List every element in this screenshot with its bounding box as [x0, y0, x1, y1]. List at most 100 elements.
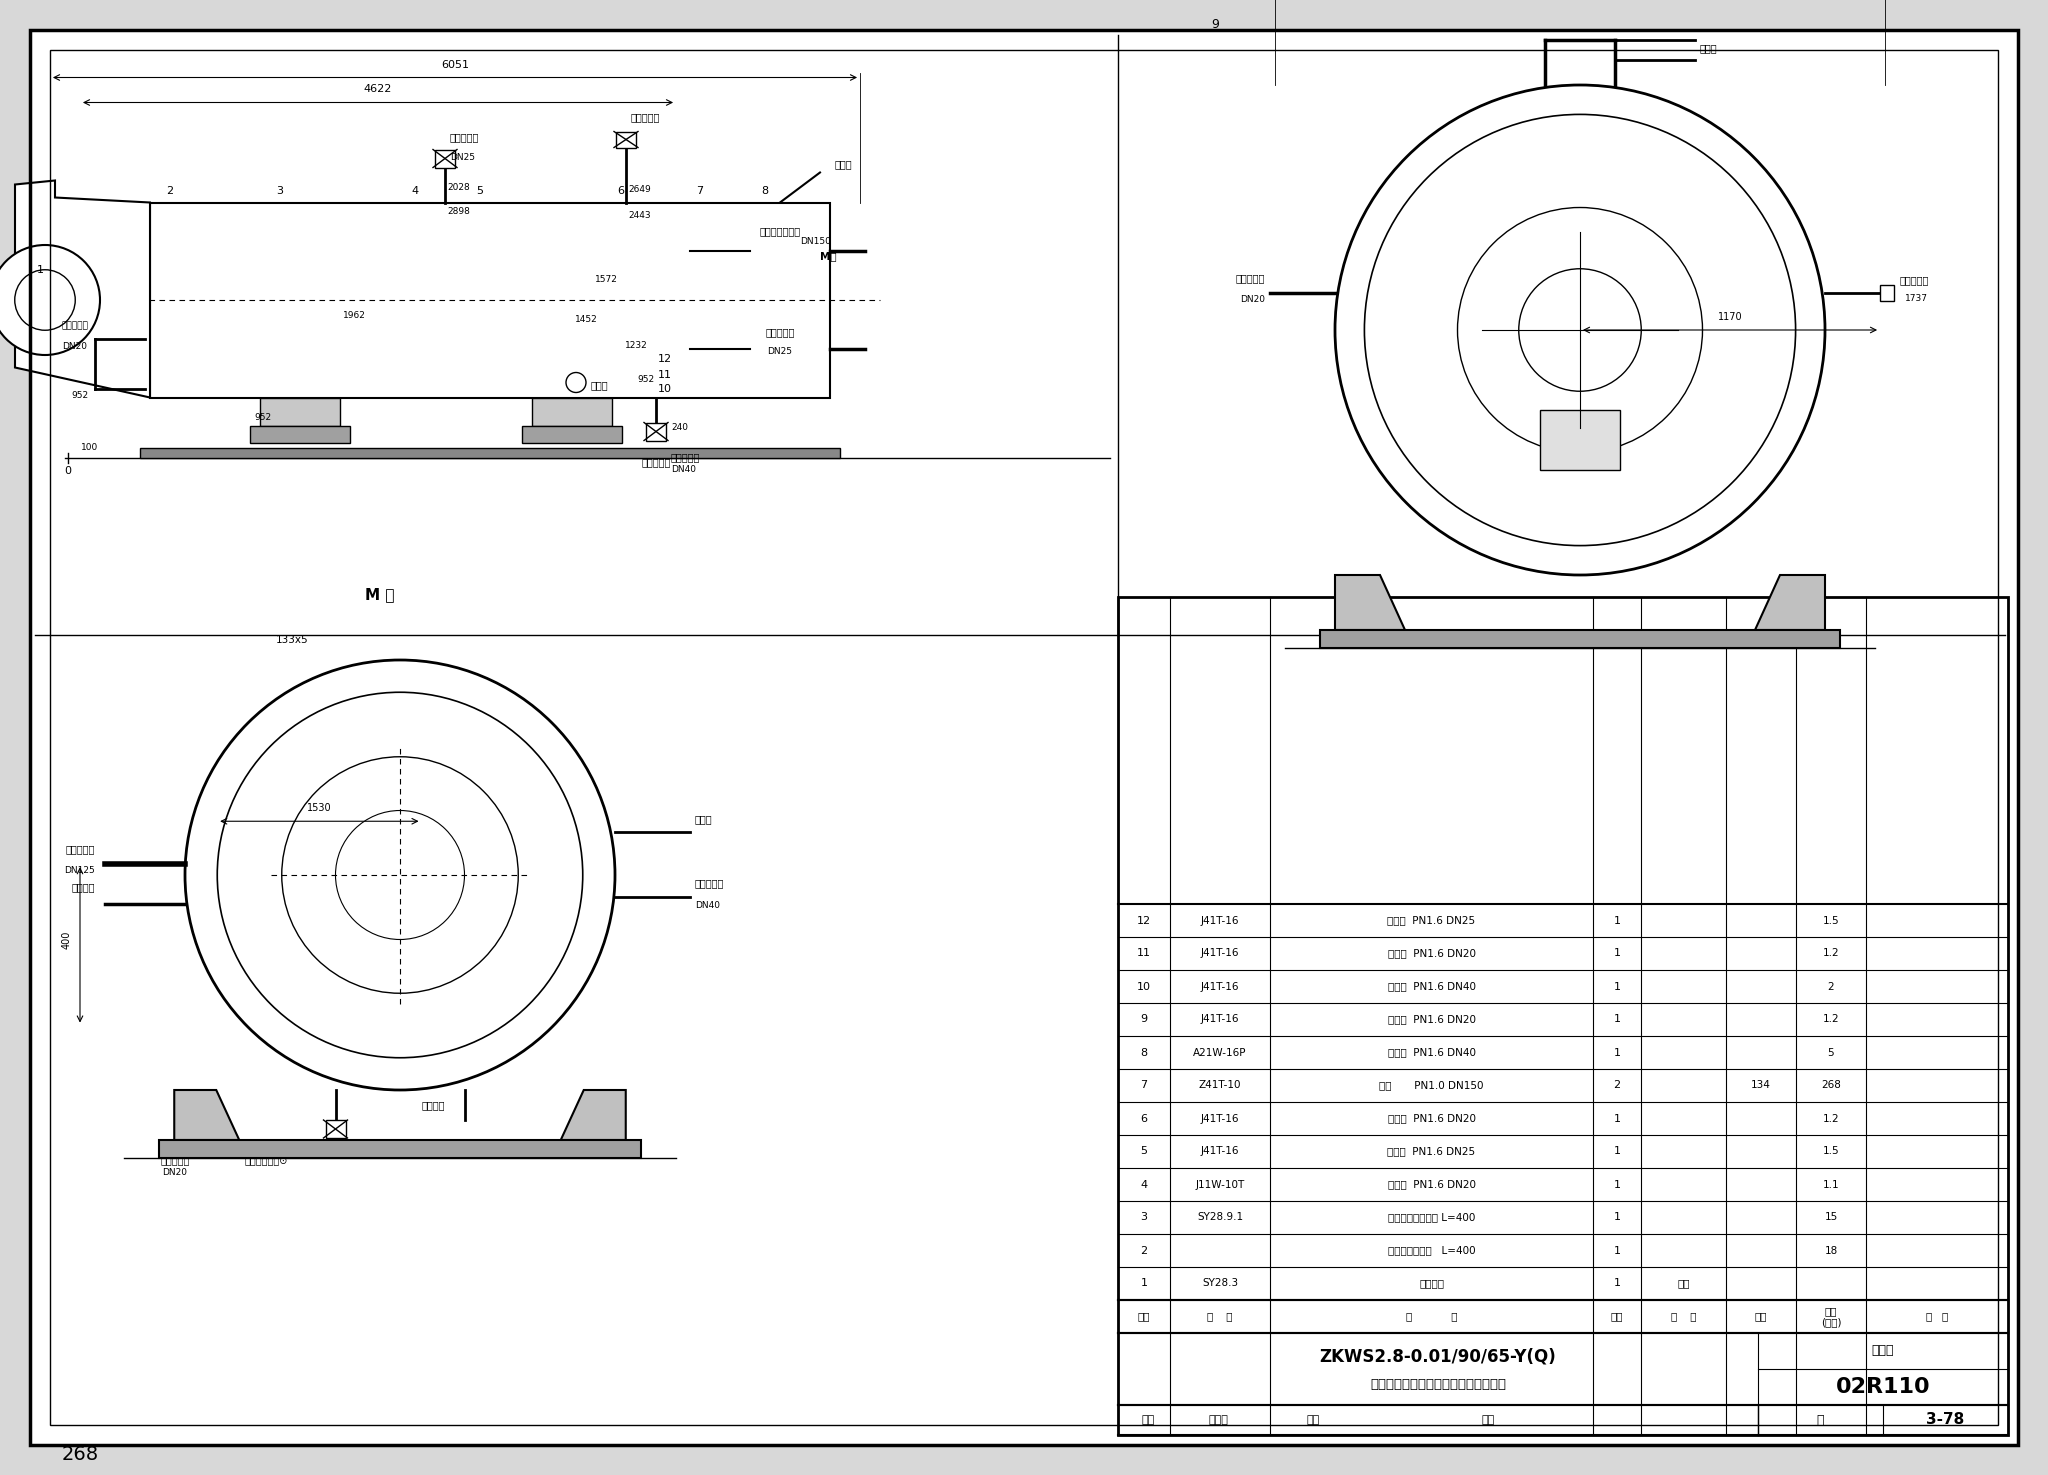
Circle shape — [217, 692, 584, 1058]
Text: 133x5: 133x5 — [276, 636, 309, 645]
Text: M向: M向 — [819, 251, 838, 261]
Text: 阀阀       PN1.0 DN150: 阀阀 PN1.0 DN150 — [1378, 1081, 1483, 1090]
Text: 1: 1 — [1614, 916, 1620, 925]
Circle shape — [565, 373, 586, 392]
Text: 5: 5 — [1827, 1047, 1835, 1058]
Text: 1: 1 — [1614, 1245, 1620, 1255]
Bar — [522, 425, 623, 442]
Text: 1: 1 — [1614, 1047, 1620, 1058]
Text: 1: 1 — [1614, 981, 1620, 991]
Text: 1: 1 — [1614, 1146, 1620, 1156]
Text: 2028: 2028 — [446, 183, 469, 193]
Text: 系统进、出水阀: 系统进、出水阀 — [760, 226, 801, 236]
Text: 2: 2 — [1141, 1245, 1147, 1255]
Text: 8: 8 — [762, 186, 768, 196]
Text: 截止阀  PN1.6 DN20: 截止阀 PN1.6 DN20 — [1386, 1114, 1475, 1124]
Text: 李庆林: 李庆林 — [1208, 1415, 1229, 1425]
Text: 数量: 数量 — [1610, 1311, 1624, 1322]
Text: 1.2: 1.2 — [1823, 1015, 1839, 1025]
Text: 止回器: 止回器 — [1700, 43, 1718, 53]
Text: 截止阀  PN1.6 DN20: 截止阀 PN1.6 DN20 — [1386, 948, 1475, 959]
Text: M 向: M 向 — [365, 587, 395, 602]
Text: 单重: 单重 — [1755, 1311, 1767, 1322]
Text: 3-78: 3-78 — [1927, 1413, 1964, 1428]
Text: 7: 7 — [1141, 1081, 1147, 1090]
Text: 截止阀  PN1.6 DN20: 截止阀 PN1.6 DN20 — [1386, 1180, 1475, 1189]
Bar — [1321, 630, 1839, 648]
Text: DN25: DN25 — [768, 347, 793, 355]
Text: 系统出水: 系统出水 — [422, 1100, 444, 1111]
Bar — [532, 397, 612, 425]
Text: 2: 2 — [166, 186, 174, 196]
Text: 电极式水位控制器 L=400: 电极式水位控制器 L=400 — [1389, 1212, 1475, 1223]
Text: 6: 6 — [1141, 1114, 1147, 1124]
Text: 6051: 6051 — [440, 59, 469, 69]
Text: 2443: 2443 — [629, 211, 651, 220]
Text: 952: 952 — [72, 391, 88, 400]
Text: 3: 3 — [276, 186, 283, 196]
Text: 1.2: 1.2 — [1823, 948, 1839, 959]
Text: 安全阀  PN1.6 DN40: 安全阀 PN1.6 DN40 — [1386, 1047, 1475, 1058]
Text: 代    号: 代 号 — [1206, 1311, 1233, 1322]
Text: 真空热水锅炉锅炉管道、阀门、仪表图: 真空热水锅炉锅炉管道、阀门、仪表图 — [1370, 1378, 1505, 1391]
Text: 截止阀  PN1.6 DN20: 截止阀 PN1.6 DN20 — [1386, 1015, 1475, 1025]
Circle shape — [1458, 208, 1702, 453]
Text: 15: 15 — [1825, 1212, 1837, 1223]
Text: 240: 240 — [672, 423, 688, 432]
Text: 材    料: 材 料 — [1671, 1311, 1696, 1322]
Text: 锅筒放水阀: 锅筒放水阀 — [641, 457, 670, 468]
Text: 5: 5 — [477, 186, 483, 196]
Text: 100: 100 — [82, 444, 98, 453]
Text: DN40: DN40 — [694, 901, 721, 910]
Text: 2: 2 — [1614, 1081, 1620, 1090]
Text: 0: 0 — [63, 466, 72, 475]
Text: 1572: 1572 — [594, 276, 616, 285]
Bar — [160, 1140, 641, 1158]
Text: 8: 8 — [1141, 1047, 1147, 1058]
Circle shape — [336, 810, 465, 940]
Text: DN20: DN20 — [1239, 295, 1266, 304]
Text: 组件: 组件 — [1677, 1279, 1690, 1289]
Text: J41T-16: J41T-16 — [1200, 1015, 1239, 1025]
Circle shape — [184, 659, 614, 1090]
Text: J41T-16: J41T-16 — [1200, 916, 1239, 925]
Text: J41T-16: J41T-16 — [1200, 1146, 1239, 1156]
Text: 接至安全处: 接至安全处 — [66, 844, 94, 854]
Text: Z41T-10: Z41T-10 — [1198, 1081, 1241, 1090]
Text: 1962: 1962 — [342, 311, 365, 320]
Text: 2649: 2649 — [629, 186, 651, 195]
Text: 1: 1 — [1614, 948, 1620, 959]
Text: 接至下水处: 接至下水处 — [672, 453, 700, 463]
Text: 截止阀  PN1.6 DN40: 截止阀 PN1.6 DN40 — [1386, 981, 1475, 991]
Text: 4622: 4622 — [365, 84, 391, 94]
Text: J11W-10T: J11W-10T — [1196, 1180, 1245, 1189]
Text: 1232: 1232 — [625, 341, 647, 350]
Text: J41T-16: J41T-16 — [1200, 948, 1239, 959]
Text: 总重
(公斤): 总重 (公斤) — [1821, 1305, 1841, 1328]
Bar — [434, 149, 455, 168]
Text: 序号: 序号 — [1139, 1311, 1151, 1322]
Text: 10: 10 — [657, 385, 672, 394]
Polygon shape — [14, 180, 150, 397]
Text: 1: 1 — [1614, 1212, 1620, 1223]
Circle shape — [1364, 115, 1796, 546]
Text: 名            称: 名 称 — [1405, 1311, 1458, 1322]
Text: 疏缢水排放阀⊙: 疏缢水排放阀⊙ — [246, 1155, 289, 1165]
Text: 1: 1 — [1614, 1015, 1620, 1025]
Text: SY28.3: SY28.3 — [1202, 1279, 1239, 1289]
Text: 268: 268 — [1821, 1081, 1841, 1090]
Text: 7: 7 — [696, 186, 705, 196]
Text: DN25: DN25 — [451, 152, 475, 161]
Polygon shape — [174, 1090, 240, 1140]
Circle shape — [0, 245, 100, 355]
Text: 审核: 审核 — [1141, 1415, 1155, 1425]
Text: 安全阀: 安全阀 — [836, 159, 852, 170]
Text: 1.5: 1.5 — [1823, 1146, 1839, 1156]
Text: 系统进水: 系统进水 — [72, 882, 94, 892]
Text: 9: 9 — [1141, 1015, 1147, 1025]
Text: 图集号: 图集号 — [1872, 1345, 1894, 1357]
Text: 02R110: 02R110 — [1835, 1378, 1931, 1397]
Polygon shape — [561, 1090, 627, 1140]
Text: ZKWS2.8-0.01/90/65-Y(Q): ZKWS2.8-0.01/90/65-Y(Q) — [1319, 1347, 1556, 1364]
Bar — [1880, 285, 1894, 301]
